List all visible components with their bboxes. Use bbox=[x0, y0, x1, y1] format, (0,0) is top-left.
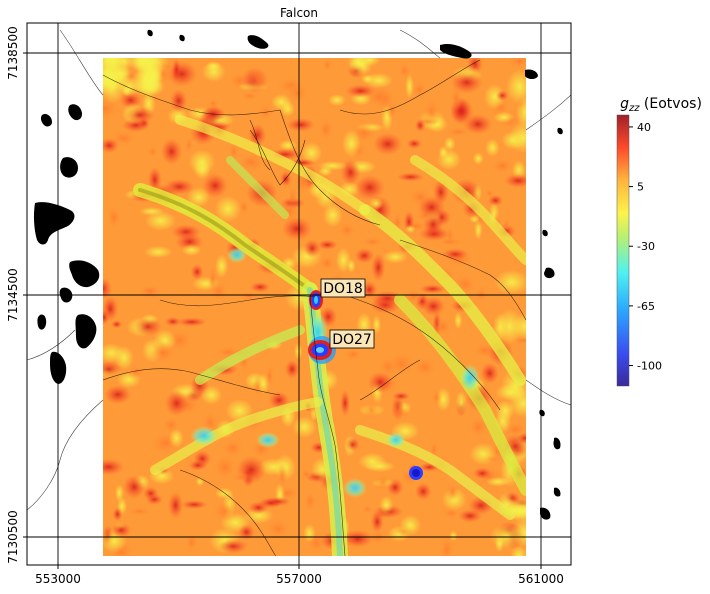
colorbar-tick-label: 5 bbox=[637, 181, 644, 194]
lakes bbox=[33, 29, 563, 520]
colorbar-title-sub: zz bbox=[628, 103, 640, 114]
y-tick-label: 7134500 bbox=[6, 268, 20, 321]
colorbar-ramp bbox=[616, 114, 630, 387]
colorbar-tick-label: -100 bbox=[637, 360, 662, 373]
annotation-do18: DO18 bbox=[320, 278, 366, 298]
x-tick-label: 553000 bbox=[35, 572, 81, 586]
annotation-do27-label: DO27 bbox=[332, 332, 372, 348]
annotation-do27: DO27 bbox=[329, 329, 375, 349]
y-axis: 7138500 7134500 7130500 bbox=[6, 26, 27, 564]
colorbar: gzz (Eotvos) 40 5 -30 -65 -100 bbox=[616, 96, 702, 387]
gravity-grid bbox=[103, 58, 526, 556]
anomaly-do27 bbox=[308, 340, 332, 360]
x-axis: 553000 557000 561000 bbox=[35, 565, 564, 586]
colorbar-title-base: g bbox=[620, 96, 629, 112]
x-tick-label: 557000 bbox=[276, 572, 322, 586]
colorbar-tick-label: 40 bbox=[637, 121, 651, 134]
x-tick-label: 561000 bbox=[518, 572, 564, 586]
map-axes: DO18 DO27 bbox=[27, 23, 571, 565]
graticule bbox=[27, 23, 571, 565]
colorbar-tick-label: -65 bbox=[637, 300, 655, 313]
y-tick-label: 7138500 bbox=[6, 26, 20, 79]
colorbar-title: gzz (Eotvos) bbox=[620, 96, 702, 114]
colorbar-tick-label: -30 bbox=[637, 240, 655, 253]
annotation-do18-label: DO18 bbox=[323, 281, 363, 297]
map-title: Falcon bbox=[280, 6, 318, 20]
y-tick-label: 7130500 bbox=[6, 510, 20, 563]
colorbar-title-unit: (Eotvos) bbox=[639, 96, 701, 112]
